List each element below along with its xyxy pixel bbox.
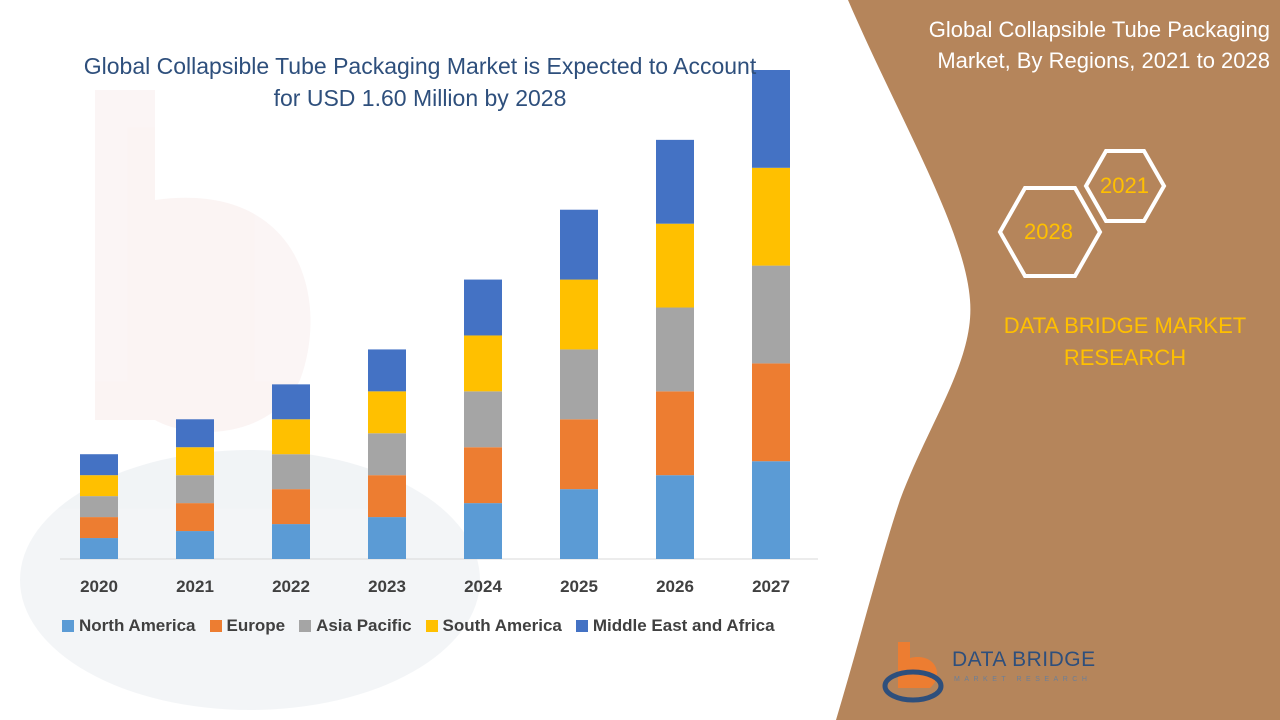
- bar-2022-series-2: [272, 454, 310, 490]
- x-tick-label: 2020: [80, 577, 118, 596]
- logo-name: DATA BRIDGE: [952, 648, 1096, 671]
- bar-2027-series-2: [752, 265, 790, 364]
- bar-2024-series-4: [464, 279, 502, 336]
- hexagon-2021: [1083, 149, 1167, 223]
- legend-label: North America: [79, 616, 196, 635]
- legend-swatch: [209, 620, 222, 632]
- bar-2023-series-1: [368, 475, 406, 518]
- legend-item: South America: [425, 616, 562, 636]
- bar-2020-series-4: [80, 454, 118, 476]
- bar-2026-series-3: [656, 223, 694, 308]
- legend: North America Europe Asia Pacific South Ame…: [62, 616, 775, 636]
- side-panel: [836, 0, 1280, 720]
- bar-2024-series-1: [464, 447, 502, 504]
- hexagon-2028: [997, 186, 1103, 278]
- legend-item: Middle East and Africa: [575, 616, 775, 636]
- bar-2021-series-1: [176, 503, 214, 532]
- legend-label: South America: [442, 616, 562, 635]
- bar-2021-series-4: [176, 419, 214, 448]
- bar-2022-series-3: [272, 419, 310, 455]
- bar-2020-series-2: [80, 496, 118, 518]
- bar-2025-series-4: [560, 209, 598, 280]
- bar-2020-series-1: [80, 517, 118, 539]
- bar-2025-series-0: [560, 489, 598, 559]
- bar-2022-series-0: [272, 524, 310, 559]
- x-tick-label: 2022: [272, 577, 310, 596]
- bar-2024-series-2: [464, 391, 502, 448]
- panel-title: Global Collapsible Tube Packaging Market…: [928, 17, 1270, 73]
- bar-2023-series-2: [368, 433, 406, 476]
- bar-2020-series-0: [80, 538, 118, 559]
- bar-2025-series-1: [560, 419, 598, 490]
- x-tick-label: 2027: [752, 577, 790, 596]
- legend-swatch: [62, 620, 74, 632]
- bar-2023-series-4: [368, 349, 406, 392]
- chart-title: Global Collapsible Tube Packaging Market…: [83, 53, 757, 111]
- legend-label: Europe: [226, 616, 286, 635]
- data-bridge-logo-icon: [882, 642, 944, 703]
- bar-2027-series-1: [752, 363, 790, 462]
- legend-label: Middle East and Africa: [592, 616, 775, 635]
- bar-2024-series-0: [464, 503, 502, 559]
- legend-item: Asia Pacific: [299, 616, 412, 636]
- bar-2027-series-4: [752, 70, 790, 168]
- bar-2026-series-0: [656, 475, 694, 559]
- hexagon-label-2021: 2021: [1100, 173, 1149, 198]
- hexagon-label-2028: 2028: [1024, 219, 1073, 244]
- brand-research-text: DATA BRIDGE MARKET RESEARCH: [1003, 313, 1247, 370]
- x-tick-label: 2021: [176, 577, 214, 596]
- bar-2026-series-2: [656, 307, 694, 392]
- bar-2020-series-3: [80, 475, 118, 497]
- bar-2024-series-3: [464, 335, 502, 392]
- bar-2022-series-4: [272, 384, 310, 420]
- bar-2023-series-3: [368, 391, 406, 434]
- x-tick-label: 2024: [464, 577, 502, 596]
- legend-label: Asia Pacific: [316, 616, 412, 635]
- x-tick-label: 2026: [656, 577, 694, 596]
- bars-group: [80, 70, 790, 559]
- bar-2026-series-1: [656, 391, 694, 476]
- bar-2025-series-2: [560, 349, 598, 420]
- bar-2026-series-4: [656, 139, 694, 224]
- x-tick-labels: 2020 2021 2022 2023 2024 2025 2026 2027: [80, 577, 790, 596]
- bar-2023-series-0: [368, 517, 406, 559]
- bar-2027-series-3: [752, 167, 790, 266]
- legend-swatch: [299, 620, 312, 632]
- legend-item: Europe: [209, 616, 286, 636]
- legend-item: North America: [62, 616, 196, 636]
- legend-swatch: [425, 620, 438, 632]
- legend-swatch: [575, 620, 588, 632]
- x-tick-label: 2023: [368, 577, 406, 596]
- bar-2021-series-3: [176, 447, 214, 476]
- bar-2027-series-0: [752, 461, 790, 559]
- logo-tagline: MARKET RESEARCH: [954, 676, 1092, 683]
- x-tick-label: 2025: [560, 577, 598, 596]
- bar-2021-series-0: [176, 531, 214, 559]
- watermark-logo: [20, 90, 480, 710]
- bar-2021-series-2: [176, 475, 214, 504]
- bar-2022-series-1: [272, 489, 310, 525]
- bar-2025-series-3: [560, 279, 598, 350]
